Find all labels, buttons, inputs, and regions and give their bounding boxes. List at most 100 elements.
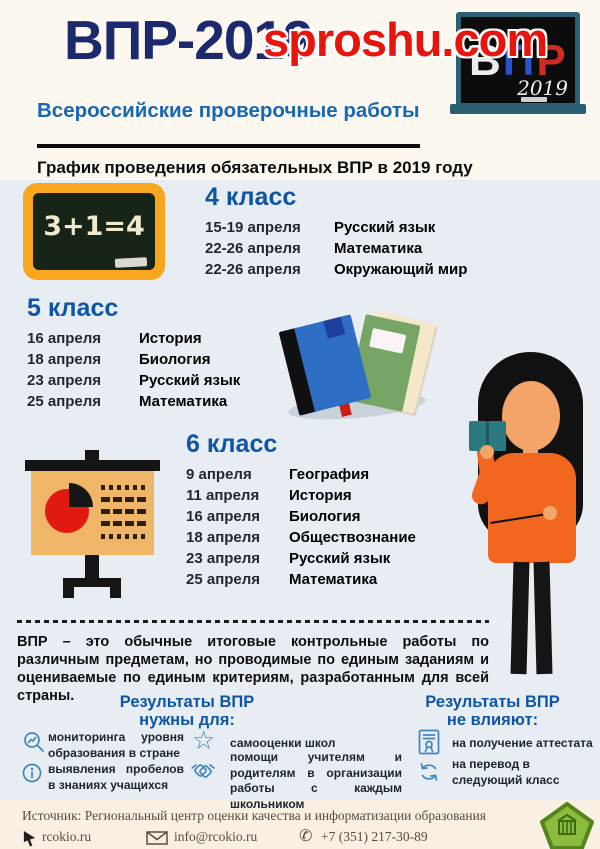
class-4-heading: 4 класс [205,183,297,211]
text-lines [101,485,149,490]
book-spine [278,328,316,416]
result-item-text: самооценки школ [230,736,336,750]
easel-bar [25,460,160,471]
website-link: rcokio.ru [42,829,92,844]
text-lines [101,509,149,514]
list-item: на перевод в следующий класс [452,757,570,788]
vpr-description: ВПР – это обычные итоговые контрольные р… [17,634,489,704]
easel-legs [63,578,121,587]
handshake-icon [188,760,218,784]
logo-letter-v: В [469,36,503,85]
table-row: 25 апреля Математика [27,391,240,412]
logo-letter-p: П [502,36,537,85]
hand [480,445,494,459]
phone-icon: ✆ [299,828,313,845]
email-link: info@rcokio.ru [174,829,258,844]
exam-subject: Русский язык [334,219,436,236]
table-row: 16 апреля Биология [186,506,416,527]
schedule-heading: График проведения обязательных ВПР в 201… [37,158,473,177]
phone-number: +7 (351) 217-30-89 [321,829,428,844]
list-item: выявления пробелов в знаниях учащихся [48,762,184,793]
divider-line [37,144,420,148]
table-row: 22-26 апреля Математика [205,238,467,259]
teacher-illustration [448,345,600,680]
page-title: ВПР-2019 [64,9,314,71]
dashed-divider [17,620,489,623]
books-icon [276,310,437,424]
result-item-text: помощи учителям и родителям в организаци… [230,750,402,811]
hand [543,506,557,520]
leg [510,561,530,675]
exam-date: 18 апреля [186,529,261,546]
easel-board [31,471,154,555]
class-4-schedule: 15-19 апреля Русский язык 22-26 апреля Мат… [205,217,467,280]
pie-slice [69,483,93,507]
exam-date: 16 апреля [186,508,261,525]
class-5-schedule: 16 апреля История 18 апреля Биология 23 ап… [27,328,240,412]
table-row: 16 апреля История [27,328,240,349]
book-tab [323,316,346,339]
easel-foot [110,585,121,598]
exam-subject: География [289,466,370,483]
source-text: Источник: Региональный центр оценки каче… [22,808,486,823]
results-not-affect-heading: Результаты ВПР не влияют: [410,693,575,729]
book-label [369,327,407,354]
table-row: 23 апреля Русский язык [186,548,416,569]
results-needed-heading: Результаты ВПР нужны для: [92,693,282,729]
text-lines [101,534,149,539]
header: ВПР-2019 Всероссийские проверочные работ… [0,0,600,180]
exam-date: 23 апреля [186,550,261,567]
eraser-icon [114,257,148,268]
heading-line: Результаты ВПР [425,693,560,711]
chalkboard-logo-base [450,104,586,114]
email-icon [146,831,168,849]
exam-date: 11 апреля [186,487,260,504]
list-item: помощи учителям и родителям в организаци… [230,750,402,812]
exam-date: 22-26 апреля [205,240,301,257]
table-row: 18 апреля Биология [27,349,240,370]
list-item: самооценки школ [230,736,335,752]
class-5-section: 5 класс 16 апреля История 18 апреля Биолог… [27,294,240,412]
easel-post [85,555,99,581]
table-row: 15-19 апреля Русский язык [205,217,467,238]
info-icon [21,762,45,786]
exam-date: 16 апреля [27,330,102,347]
heading-line: нужны для: [139,710,235,729]
exam-date: 22-26 апреля [205,261,301,278]
footer: Источник: Региональный центр оценки каче… [0,800,600,849]
rcokio-logo [540,802,594,849]
text-lines [101,521,149,526]
result-item-text: на получение аттестата [452,736,593,750]
certificate-icon [418,729,440,755]
logo-year: 2019 [517,76,568,100]
exam-subject: Биология [289,508,361,525]
logo-letter-r: Р [536,36,568,85]
exam-subject: Математика [289,571,378,588]
logo-letters: ВПР [469,39,568,83]
cycle-icon [417,760,441,784]
table-row: 18 апреля Обществознание [186,527,416,548]
table-row: 25 апреля Математика [186,569,416,590]
exam-date: 23 апреля [27,372,102,389]
result-item-text: мониторинга уровня образования в стране [48,730,184,760]
math-chalkboard-icon: 3+1=4 [23,183,165,280]
result-item-text: выявления пробелов в знаниях учащихся [48,762,184,792]
class-5-heading: 5 класс [27,294,119,322]
chalk-tray [521,97,547,102]
table-row: 9 апреля География [186,464,416,485]
list-item: мониторинга уровня образования в стране [48,730,184,761]
exam-subject: Русский язык [139,372,241,389]
exam-subject: Математика [334,240,423,257]
blue-book-icon [278,314,372,416]
chalkboard-surface: 3+1=4 [33,193,155,270]
list-item: на получение аттестата [452,736,593,752]
chalkboard-equation: 3+1=4 [43,211,145,242]
table-row: 22-26 апреля Окружающий мир [205,259,467,280]
class-6-schedule: 9 апреля География 11 апреля История 16 ап… [186,464,416,590]
exam-date: 9 апреля [186,466,252,483]
result-item-text: на перевод в следующий класс [452,757,560,787]
leg [533,561,553,675]
exam-subject: История [289,487,352,504]
star-icon: ☆ [192,725,216,755]
